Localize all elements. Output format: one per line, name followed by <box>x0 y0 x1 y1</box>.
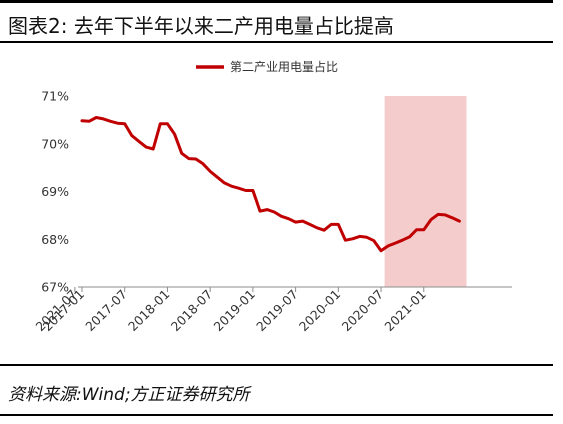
highlight-band <box>384 96 467 287</box>
top-rule <box>0 0 553 3</box>
y-tick-label: 69% <box>41 184 69 199</box>
y-tick-label: 71% <box>41 89 69 104</box>
x-tick-label: 2017-07 <box>82 287 130 335</box>
title-rule <box>0 41 553 43</box>
x-tick-label: 2018-01 <box>125 287 173 335</box>
x-tick-label: 2021-01 <box>381 287 429 335</box>
source-rule <box>0 364 553 366</box>
x-tick-label: 2019-01 <box>210 287 258 335</box>
y-tick-label: 70% <box>41 136 69 151</box>
bottom-rule <box>0 414 553 416</box>
figure-source: 资料来源:Wind;方正证券研究所 <box>8 385 250 405</box>
series-line-0 <box>80 116 461 253</box>
y-tick-label: 67% <box>41 280 69 295</box>
x-tick-label: 2018-07 <box>168 287 216 335</box>
y-tick-label: 68% <box>41 232 69 247</box>
legend-label: 第二产业用电量占比 <box>230 59 338 74</box>
x-tick-label: 2020-01 <box>296 287 344 335</box>
legend: 第二产业用电量占比 <box>196 59 338 74</box>
highlight-layer <box>384 96 467 287</box>
x-tick-label: 2019-07 <box>253 287 301 335</box>
figure-title: 图表2: 去年下半年以来二产用电量占比提高 <box>8 14 394 38</box>
x-tick-label: 2020-07 <box>339 287 387 335</box>
series-layer <box>80 116 461 253</box>
